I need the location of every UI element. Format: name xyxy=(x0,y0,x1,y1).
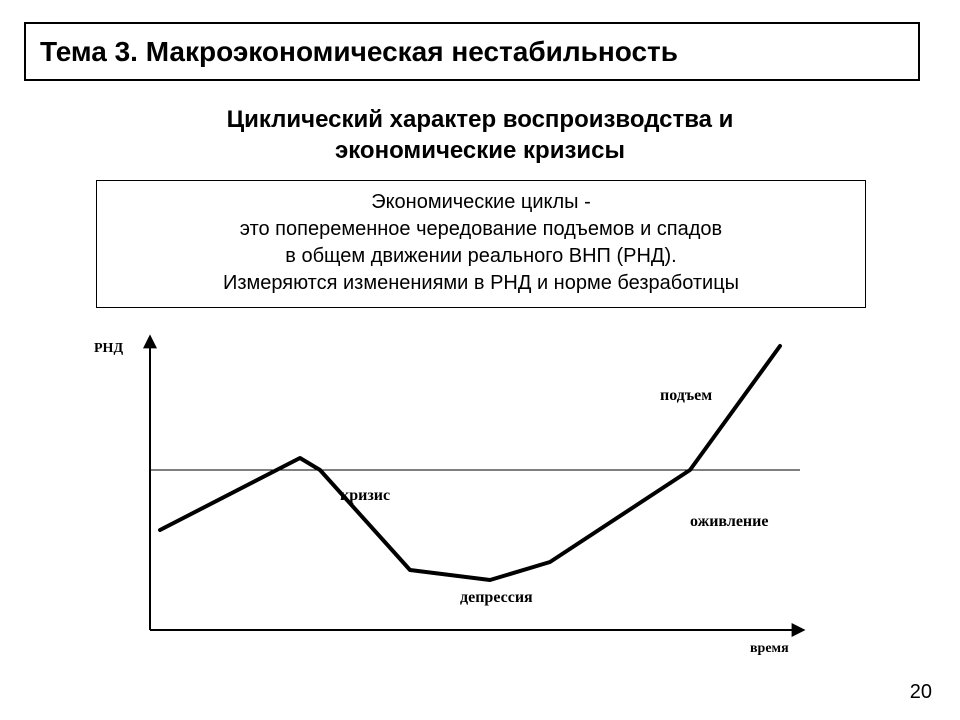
y-axis-label: РНД xyxy=(94,341,123,356)
phase-label: депрессия xyxy=(460,589,533,606)
page-number: 20 xyxy=(910,681,932,704)
economic-cycle-chart: РНД время кризис депрессия оживление подъем xyxy=(60,330,880,670)
page-title: Тема 3. Макроэкономическая нестабильност… xyxy=(40,36,678,67)
subtitle-line-2: экономические кризисы xyxy=(335,137,625,164)
definition-box: Экономические циклы - это попеременное ч… xyxy=(96,180,866,308)
subtitle-line-1: Циклический характер воспроизводства и xyxy=(227,106,734,133)
definition-line-2: это попеременное чередование подъемов и … xyxy=(109,216,853,243)
definition-line-1: Экономические циклы - xyxy=(109,189,853,216)
phase-label: оживление xyxy=(690,513,768,530)
cycle-line xyxy=(160,346,780,580)
definition-line-3: в общем движении реального ВНП (РНД). xyxy=(109,243,853,270)
title-box: Тема 3. Макроэкономическая нестабильност… xyxy=(24,22,920,81)
definition-line-4: Измеряются изменениями в РНД и норме без… xyxy=(109,270,853,297)
subtitle: Циклический характер воспроизводства и э… xyxy=(0,104,960,166)
phase-labels: кризис депрессия оживление подъем xyxy=(340,387,768,606)
x-axis-label: время xyxy=(750,641,789,656)
phase-label: кризис xyxy=(340,487,390,504)
phase-label: подъем xyxy=(660,387,712,404)
